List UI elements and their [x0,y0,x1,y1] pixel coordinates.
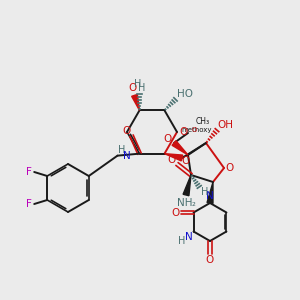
Text: CH₃: CH₃ [196,118,210,127]
Polygon shape [164,154,183,161]
Text: N: N [185,232,192,242]
Text: H: H [138,83,145,93]
Text: H: H [178,236,185,247]
Text: N: N [123,151,130,161]
Polygon shape [132,94,140,110]
Polygon shape [172,141,188,155]
Text: HO: HO [176,89,193,99]
Text: H: H [201,187,209,197]
Text: O: O [128,83,136,93]
Text: O: O [182,156,190,166]
Text: NH: NH [177,198,193,208]
Text: O: O [122,126,130,136]
Text: methoxy: methoxy [182,127,212,133]
Text: O: O [168,155,176,165]
Text: O: O [179,127,187,137]
Text: H: H [118,145,125,155]
Text: F: F [26,167,32,177]
Text: O: O [226,163,234,173]
Polygon shape [183,175,191,196]
Polygon shape [207,182,213,203]
Text: O: O [206,255,214,265]
Text: ₂: ₂ [192,198,196,208]
Text: O: O [171,208,180,218]
Text: H: H [134,79,141,89]
Text: N: N [206,191,214,201]
Text: O: O [164,134,172,144]
Text: F: F [26,199,32,209]
Text: OH: OH [217,120,233,130]
Text: O: O [191,127,197,133]
